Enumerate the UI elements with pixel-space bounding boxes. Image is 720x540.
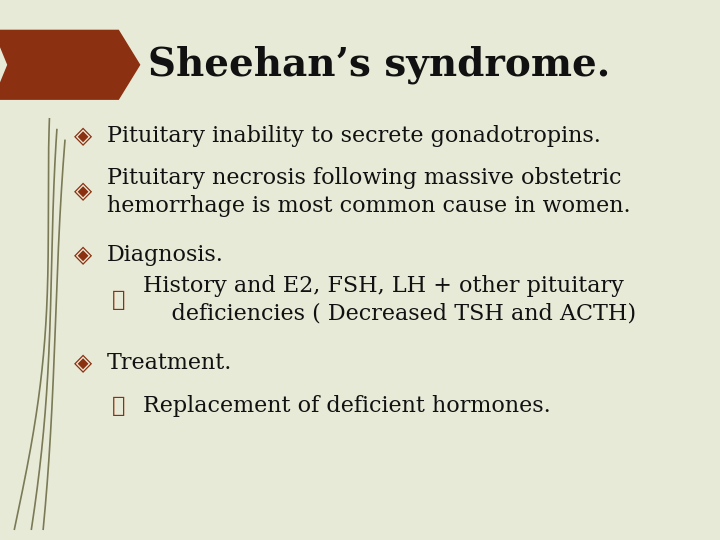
Text: ◈: ◈ [73, 125, 92, 147]
Text: ◈: ◈ [73, 244, 92, 267]
Text: ❖: ❖ [112, 289, 125, 310]
Text: ❖: ❖ [112, 395, 125, 417]
Text: Treatment.: Treatment. [107, 353, 232, 374]
Text: Diagnosis.: Diagnosis. [107, 245, 223, 266]
Text: ◈: ◈ [73, 352, 92, 375]
Text: Sheehan’s syndrome.: Sheehan’s syndrome. [148, 45, 610, 84]
Text: Replacement of deficient hormones.: Replacement of deficient hormones. [143, 395, 550, 417]
Text: History and E2, FSH, LH + other pituitary
    deficiencies ( Decreased TSH and A: History and E2, FSH, LH + other pituitar… [143, 275, 636, 325]
Text: ◈: ◈ [73, 180, 92, 203]
Text: Pituitary inability to secrete gonadotropins.: Pituitary inability to secrete gonadotro… [107, 125, 600, 147]
Polygon shape [0, 30, 140, 100]
Text: Pituitary necrosis following massive obstetric
hemorrhage is most common cause i: Pituitary necrosis following massive obs… [107, 167, 630, 217]
